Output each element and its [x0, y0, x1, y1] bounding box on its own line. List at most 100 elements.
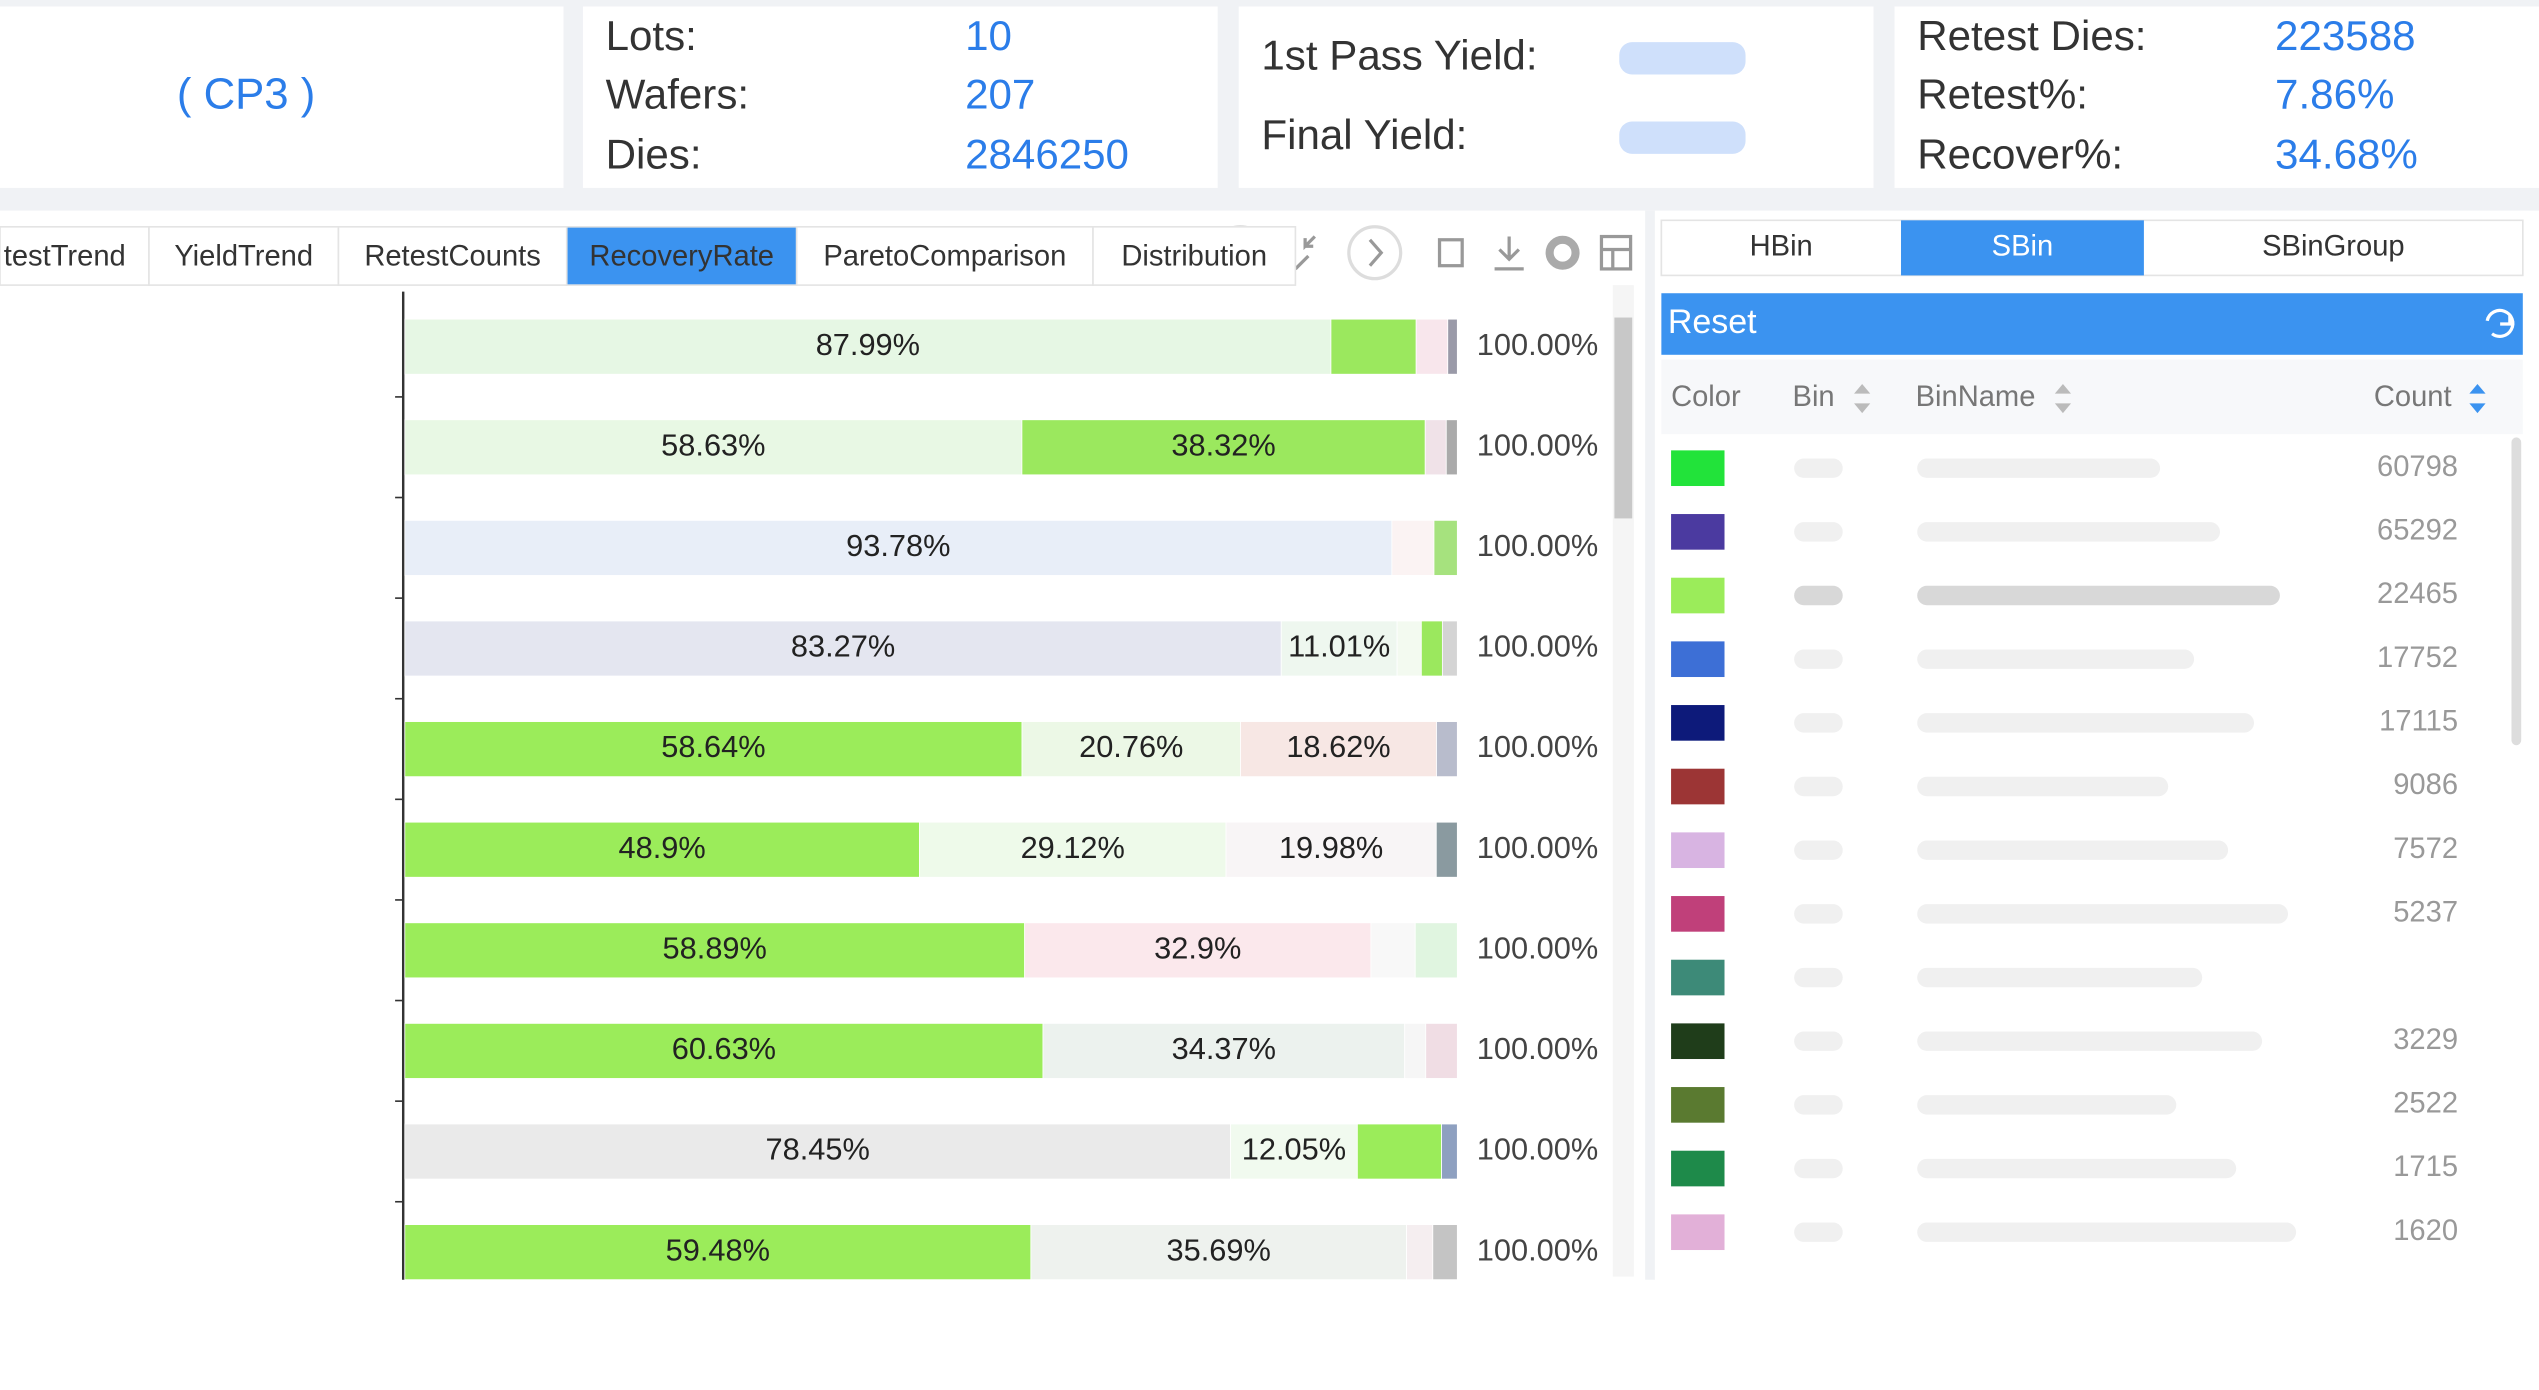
segment-label: 11.01% [1288, 629, 1390, 664]
bar-segment [404, 721, 1023, 778]
tab[interactable] [148, 225, 340, 286]
label: Recover%: [1917, 130, 2123, 177]
value: 2846250 [965, 130, 1129, 177]
tab[interactable] [337, 225, 568, 286]
segment-label: 83.27% [791, 629, 895, 664]
segment-label: 93.78% [846, 528, 950, 563]
refresh-icon[interactable] [2485, 308, 2515, 338]
blurred-bin [1794, 458, 1843, 478]
count: 1620 [2393, 1215, 2458, 1247]
bar-segment [404, 419, 1023, 476]
bar-segment [1435, 821, 1458, 878]
bar-segment [1406, 1224, 1434, 1281]
tab[interactable] [1092, 225, 1297, 286]
count: 17115 [2379, 706, 2458, 738]
segment-label: 35.69% [1167, 1232, 1271, 1267]
bin-tab-label[interactable]: SBinGroup [2262, 231, 2405, 263]
segment-label: 19.98% [1279, 830, 1383, 865]
bar-segment [1330, 318, 1417, 375]
blurred-name [1917, 649, 2195, 669]
bin-tab[interactable] [1901, 220, 2144, 276]
next-button[interactable] [1347, 225, 1403, 281]
color-swatch [1671, 768, 1725, 805]
bin-tab-label[interactable]: HBin [1750, 231, 1813, 263]
sort-icon[interactable] [2054, 383, 2072, 414]
bar-segment [1396, 620, 1422, 677]
value: 207 [965, 70, 1035, 117]
blurred-value [1619, 42, 1746, 75]
collapse-icon[interactable] [1294, 235, 1316, 271]
label: 1st Pass Yield: [1261, 31, 1537, 78]
bar-segment [1441, 620, 1458, 677]
reset-bar [1661, 293, 2523, 355]
bar-segment [1424, 419, 1447, 476]
count: 1715 [2393, 1151, 2458, 1183]
blurred-bin [1794, 1095, 1843, 1115]
count: 60798 [2377, 451, 2458, 483]
bar-segment [404, 1022, 1044, 1079]
bar-segment [1447, 318, 1458, 375]
bar-segment [1433, 519, 1458, 576]
column-header: Bin [1793, 381, 1835, 413]
table-scrollbar[interactable] [2511, 437, 2522, 746]
bin-tab-label[interactable]: SBin [1992, 231, 2054, 263]
blurred-bin [1794, 840, 1843, 860]
color-swatch [1671, 1214, 1725, 1251]
bar-segment [1414, 922, 1458, 979]
bar-segment [1356, 1123, 1442, 1180]
value: 34.68% [2275, 130, 2418, 177]
scrollbar-thumb[interactable] [1614, 317, 1633, 519]
blurred-name [1917, 458, 2161, 478]
tab[interactable] [565, 225, 798, 286]
bar-segment [404, 1123, 1231, 1180]
total-label: 100.00% [1477, 1031, 1598, 1066]
tab-label: RetestCounts [364, 240, 541, 272]
count: 7572 [2393, 833, 2458, 865]
panel [582, 6, 1218, 188]
segment-label: 59.48% [666, 1232, 770, 1267]
settings-icon[interactable] [1545, 235, 1580, 270]
total-label: 100.00% [1477, 729, 1598, 764]
color-swatch [1671, 832, 1725, 869]
blurred-value [1619, 121, 1746, 154]
segment-label: 12.05% [1242, 1132, 1346, 1167]
icon [1601, 247, 1631, 269]
blurred-name [1917, 1031, 2263, 1051]
bar-segment [1021, 419, 1426, 476]
tab-label: ParetoComparison [823, 240, 1066, 272]
blurred-name [1917, 776, 2169, 797]
count: 5237 [2393, 897, 2458, 929]
blurred-bin [1794, 649, 1843, 669]
total-label: 100.00% [1477, 830, 1598, 865]
download-icon[interactable] [1494, 236, 1524, 271]
blurred-name [1917, 1095, 2177, 1115]
blurred-name [1917, 1222, 2297, 1242]
segment-label: 58.89% [663, 930, 767, 965]
tab[interactable] [0, 225, 150, 286]
blurred-bin [1794, 967, 1843, 988]
total-label: 100.00% [1477, 1132, 1598, 1167]
tab[interactable] [795, 225, 1094, 286]
bar-segment [1445, 419, 1458, 476]
blurred-bin [1794, 1158, 1843, 1179]
sort-icon[interactable] [1854, 383, 1871, 414]
sort-icon[interactable] [2469, 383, 2486, 414]
segment-label: 78.45% [765, 1132, 869, 1167]
label: Dies: [606, 130, 702, 177]
segment-label: 20.76% [1079, 729, 1183, 764]
bar-segment [404, 620, 1282, 677]
color-swatch [1671, 641, 1725, 678]
count: 65292 [2377, 515, 2458, 547]
segment-label: 58.63% [661, 427, 765, 462]
bar-segment [404, 519, 1393, 576]
copy-icon[interactable] [1437, 238, 1464, 268]
layout-icon[interactable] [1599, 234, 1633, 271]
icon [1368, 238, 1384, 267]
panel [0, 6, 564, 188]
bar-segment [1280, 620, 1398, 677]
reset-label[interactable]: Reset [1668, 303, 1757, 341]
value: 7.86% [2275, 70, 2394, 117]
blurred-bin [1794, 585, 1843, 606]
